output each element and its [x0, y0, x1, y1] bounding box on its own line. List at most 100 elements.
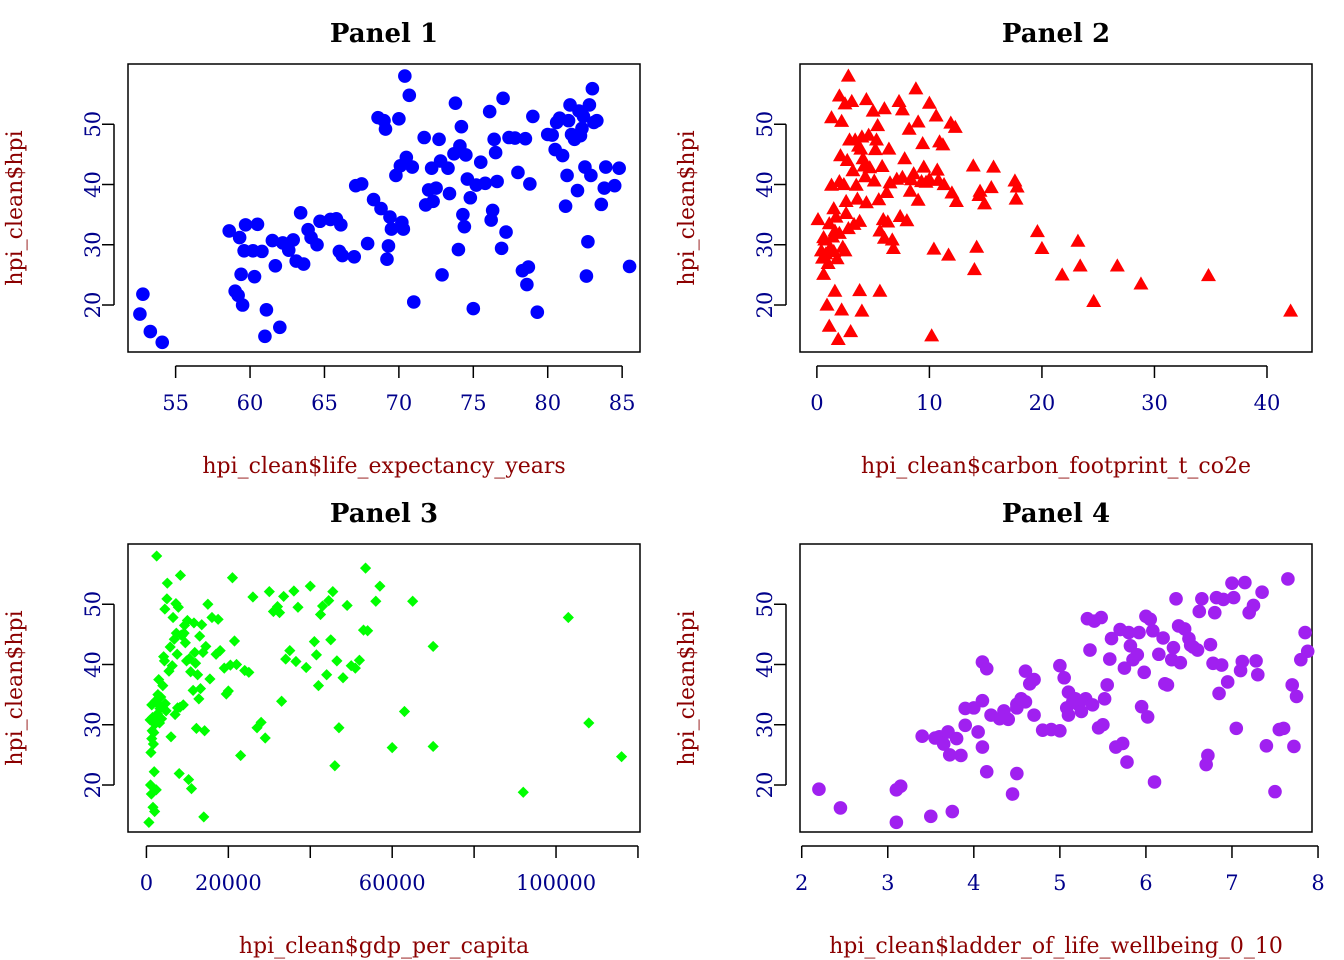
- panel-4-point: [979, 661, 994, 676]
- panel-3-point: [290, 655, 302, 668]
- panel-4-point: [1226, 590, 1241, 605]
- panel-3-point: [194, 630, 206, 642]
- panel-4-point: [1195, 592, 1209, 606]
- panel-1-point: [405, 160, 420, 174]
- panel-2-point: [894, 169, 910, 183]
- panel-3-point: [181, 614, 193, 627]
- panel-2-point: [1283, 303, 1299, 317]
- panel-3-point: [314, 608, 327, 621]
- panel-3-point: [171, 648, 183, 660]
- panel-4-point: [1250, 667, 1265, 682]
- panel-1-x-axis: 55 60 65 70 75 80 85: [162, 365, 636, 415]
- panel-4-point: [1276, 721, 1291, 736]
- panel-2-point: [947, 119, 963, 133]
- panel-1-point: [576, 109, 591, 124]
- panel-3-point: [278, 590, 290, 603]
- panel-1-x-tick-label: 75: [460, 391, 487, 415]
- panel-4-point: [1027, 672, 1041, 687]
- panel-3-point: [349, 662, 361, 674]
- panel-1-y-tick-label: 40: [81, 171, 105, 198]
- panel-4-points: [812, 572, 1315, 830]
- panel-3-point: [323, 595, 335, 607]
- panel-3-point: [316, 600, 329, 612]
- panel-4-y-label: hpi_clean$hpi: [675, 610, 700, 765]
- panel-3-point: [247, 591, 259, 603]
- panel-1-point: [575, 121, 589, 136]
- panel-2-point: [816, 266, 832, 280]
- panel-2-point: [839, 152, 855, 167]
- panel-2-point: [901, 121, 917, 135]
- panel-2-point: [869, 132, 885, 146]
- panel-3-point: [386, 742, 398, 754]
- panel-4-point: [1146, 623, 1160, 638]
- panel-2-point: [866, 173, 882, 187]
- panel-1-point: [454, 119, 469, 134]
- panel-3-point: [161, 577, 173, 589]
- panel-4-point: [1220, 675, 1235, 689]
- panel-3-point: [374, 580, 386, 592]
- panel-4-point: [1156, 631, 1170, 645]
- panel-1-point: [545, 128, 559, 142]
- panel-1-point: [466, 301, 481, 316]
- panel-2-point: [834, 113, 850, 127]
- panel-1-point: [457, 219, 472, 234]
- panel-2-point: [884, 232, 900, 246]
- panel-3-point: [158, 655, 171, 667]
- panel-3-point: [230, 658, 243, 671]
- panel-3-point: [151, 550, 163, 562]
- panel-2-point: [824, 110, 840, 124]
- panel-2-point: [852, 213, 868, 227]
- panel-3-points: [143, 550, 628, 828]
- panel-4-point: [1010, 766, 1024, 781]
- panel-1-x-label: hpi_clean$life_expectancy_years: [202, 454, 565, 479]
- panel-2-point: [858, 195, 874, 209]
- panel-2-x-tick-label: 20: [1029, 391, 1056, 415]
- panel-4-point: [1201, 748, 1215, 763]
- panel-4-point: [1027, 708, 1041, 722]
- panel-2-point: [977, 196, 993, 210]
- panel-2-point: [862, 160, 878, 174]
- panel-2-point: [819, 297, 835, 311]
- panel-1-point: [488, 145, 503, 160]
- panel-3-title: Panel 3: [330, 499, 438, 529]
- panel-1-point: [380, 252, 394, 267]
- panel-1-point: [133, 307, 147, 321]
- panel-3-point: [292, 601, 304, 613]
- panel-2-point: [1133, 276, 1149, 290]
- panel-4-point: [1100, 678, 1114, 692]
- panel-3-point: [304, 580, 316, 592]
- panel-1-point: [473, 155, 488, 170]
- panel-1-point: [396, 222, 411, 236]
- panel-1-point: [392, 112, 406, 126]
- panel-4-point: [889, 815, 904, 830]
- panel-4-point: [1130, 648, 1145, 662]
- panel-3-point: [159, 603, 171, 615]
- panel-2-point: [834, 302, 850, 316]
- panel-2-point: [821, 318, 837, 332]
- panel-4-point: [1192, 604, 1207, 619]
- panel-1-point: [310, 237, 324, 252]
- panel-1-point: [432, 132, 446, 147]
- panel-2-point: [852, 283, 868, 297]
- panel-4-point: [958, 718, 973, 733]
- panel-4-y-tick-label: 20: [753, 772, 777, 799]
- panel-2-point: [935, 137, 951, 151]
- panel-2-point: [828, 209, 844, 223]
- panel-4-point: [1117, 661, 1132, 675]
- panel-1-point: [585, 81, 600, 96]
- panel-4-point: [893, 779, 908, 794]
- panel-2-point: [858, 92, 874, 106]
- panel-2-point: [915, 136, 931, 150]
- panel-3-point: [243, 666, 255, 678]
- panel-1-point: [268, 259, 283, 273]
- panel-4-x-tick-label: 4: [967, 871, 980, 895]
- panel-3-x-axis: 0 20000 60000 100000: [140, 845, 639, 895]
- panel-1-point: [354, 177, 369, 191]
- panel-3-point: [271, 601, 284, 613]
- panel-1-point: [406, 295, 421, 309]
- panel-3-point: [331, 655, 343, 667]
- panel-2-point: [910, 192, 926, 206]
- panel-3-point: [145, 788, 157, 800]
- panel-3-point: [333, 722, 345, 734]
- panel-3-point: [160, 705, 172, 717]
